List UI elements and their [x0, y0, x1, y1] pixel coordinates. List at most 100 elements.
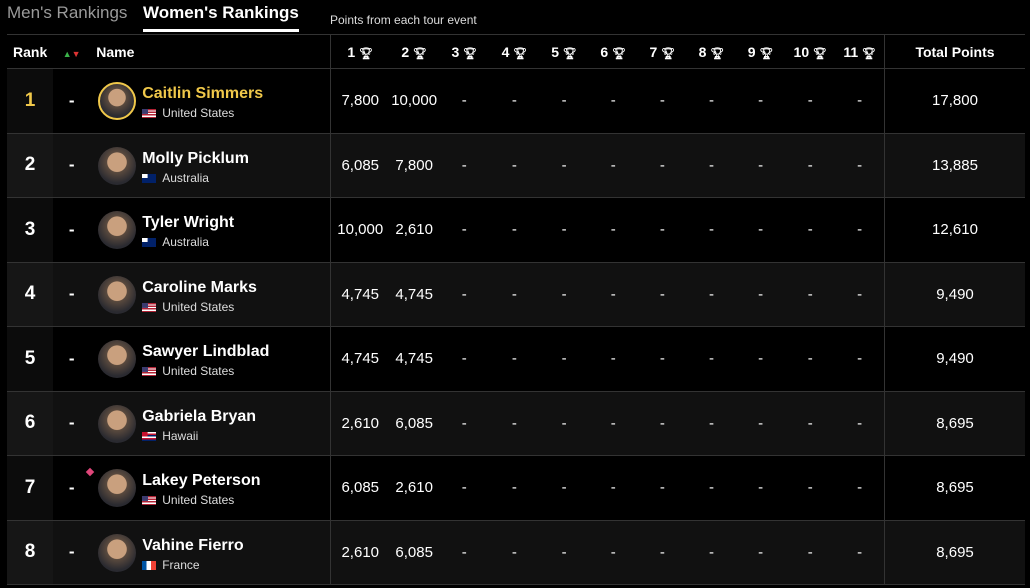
event-header[interactable]: 10 🏆︎ — [785, 34, 836, 69]
event-header[interactable]: 7 🏆︎ — [637, 34, 687, 69]
event-points: - — [785, 262, 836, 327]
event-points: - — [439, 262, 490, 327]
table-row[interactable]: 3 - Tyler Wright Australia 10,000 2,610- -… — [7, 197, 1025, 263]
table-row[interactable]: 7 - Lakey Peterson United States 6,085 2,… — [7, 455, 1025, 521]
athlete-cell[interactable]: Vahine Fierro France — [90, 520, 331, 585]
country: Hawaii — [142, 429, 198, 443]
event-points: - — [439, 326, 490, 392]
trophy-icon: 🏆︎ — [463, 47, 478, 60]
country-name: France — [162, 557, 200, 572]
event-points: - — [637, 455, 687, 521]
event-points: - — [835, 520, 885, 585]
rank-header[interactable]: Rank — [7, 34, 54, 69]
table-row[interactable]: 1 - Caitlin Simmers United States 7,800 1… — [7, 68, 1025, 134]
event-points: - — [539, 133, 589, 198]
event-number: 7 — [649, 43, 658, 60]
event-points: 7,800 — [389, 133, 440, 198]
event-points: - — [588, 68, 638, 134]
tab-mens-rankings[interactable]: Men's Rankings — [7, 3, 128, 22]
event-points: - — [785, 391, 836, 456]
table-row[interactable]: 5 - Sawyer Lindblad United States 4,745 4… — [7, 326, 1025, 392]
trophy-icon: 🏆︎ — [562, 47, 577, 60]
country-name: United States — [162, 364, 235, 378]
athlete-name[interactable]: Molly Picklum — [142, 149, 249, 167]
athlete-name[interactable]: Vahine Fierro — [142, 536, 244, 554]
athlete-cell[interactable]: Caroline Marks United States — [90, 262, 331, 327]
rank-cell: 1 — [7, 68, 54, 134]
avatar — [98, 404, 137, 443]
flag-icon — [142, 238, 157, 247]
movement-header[interactable]: ▲▼ — [53, 34, 91, 69]
event-points: - — [439, 520, 490, 585]
flag-icon — [142, 173, 157, 183]
event-points: - — [439, 133, 490, 198]
athlete-name[interactable]: Sawyer Lindblad — [142, 343, 270, 360]
trophy-icon: 🏆︎ — [612, 47, 627, 60]
event-header[interactable]: 11 🏆︎ — [835, 34, 885, 69]
athlete-cell[interactable]: Lakey Peterson United States — [85, 455, 331, 521]
movement-cell: - — [53, 520, 91, 585]
athlete-cell[interactable]: Sawyer Lindblad United States — [90, 326, 331, 392]
athlete-cell[interactable]: Caitlin Simmers United States — [90, 68, 331, 134]
athlete-name[interactable]: Caitlin Simmers — [142, 85, 264, 102]
athlete-name[interactable]: Lakey Peterson — [142, 472, 261, 489]
event-points: - — [835, 68, 885, 134]
tab-womens-rankings[interactable]: Women's Rankings — [143, 3, 299, 32]
event-points: - — [588, 520, 638, 585]
avatar — [98, 146, 137, 185]
arrow-up-icon: ▲ — [62, 48, 72, 59]
trophy-icon: 🏆︎ — [862, 47, 876, 60]
event-header[interactable]: 6 🏆︎ — [588, 34, 638, 69]
athlete-name[interactable]: Tyler Wright — [142, 214, 235, 231]
total-points-header[interactable]: Total Points — [883, 34, 1025, 69]
country-name: United States — [162, 106, 235, 120]
event-points: - — [539, 391, 589, 456]
athlete-name[interactable]: Caroline Marks — [142, 278, 257, 296]
event-header[interactable]: 4 🏆︎ — [489, 34, 540, 69]
event-points: - — [637, 391, 687, 456]
event-header[interactable]: 5 🏆︎ — [539, 34, 589, 69]
trophy-icon: 🏆︎ — [359, 47, 374, 60]
table-row[interactable]: 6 - Gabriela Bryan Hawaii 2,610 6,085- - - -… — [7, 391, 1025, 456]
event-points: - — [637, 326, 687, 392]
event-header[interactable]: 1 🏆︎ — [330, 34, 390, 69]
event-header[interactable]: 3 🏆︎ — [439, 34, 490, 69]
event-points: - — [588, 455, 638, 521]
rank-cell: 7 — [7, 455, 54, 521]
movement-cell: - — [53, 197, 91, 263]
event-points: - — [489, 133, 540, 198]
total-points: 13,885 — [883, 133, 1025, 198]
event-header[interactable]: 9 🏆︎ — [736, 34, 786, 69]
event-points: 4,745 — [330, 326, 390, 392]
event-points: - — [489, 197, 540, 263]
event-points: - — [686, 68, 737, 134]
athlete-cell[interactable]: Gabriela Bryan Hawaii — [90, 391, 331, 456]
event-points: - — [489, 326, 540, 392]
athlete-name[interactable]: Gabriela Bryan — [142, 407, 257, 425]
event-points: - — [686, 197, 737, 263]
flag-icon — [142, 560, 157, 570]
event-points: - — [439, 455, 490, 521]
table-row[interactable]: 4 - Caroline Marks United States 4,745 4,… — [7, 262, 1025, 327]
event-points: - — [637, 262, 687, 327]
table-row[interactable]: 8 - Vahine Fierro France 2,610 6,085- - - - -… — [7, 520, 1025, 585]
event-points: - — [835, 455, 885, 521]
name-header[interactable]: Name — [90, 34, 331, 69]
events-subtitle: Points from each tour event — [330, 13, 477, 27]
event-points: - — [539, 326, 589, 392]
total-points: 8,695 — [883, 391, 1025, 456]
athlete-cell[interactable]: Tyler Wright Australia — [90, 197, 331, 263]
event-header[interactable]: 2 🏆︎ — [389, 34, 440, 69]
event-points: - — [835, 197, 885, 263]
event-points: - — [637, 197, 687, 263]
flag-icon — [142, 431, 157, 441]
event-header[interactable]: 8 🏆︎ — [686, 34, 737, 69]
athlete-cell[interactable]: Molly Picklum Australia — [90, 133, 331, 198]
trophy-icon: 🏆︎ — [710, 47, 725, 60]
event-points: - — [588, 391, 638, 456]
event-points: 10,000 — [389, 68, 440, 134]
event-number: 6 — [600, 43, 609, 60]
table-row[interactable]: 2 - Molly Picklum Australia 6,085 7,800- -… — [7, 133, 1025, 198]
event-number: 3 — [451, 43, 460, 60]
event-number: 8 — [698, 43, 707, 60]
